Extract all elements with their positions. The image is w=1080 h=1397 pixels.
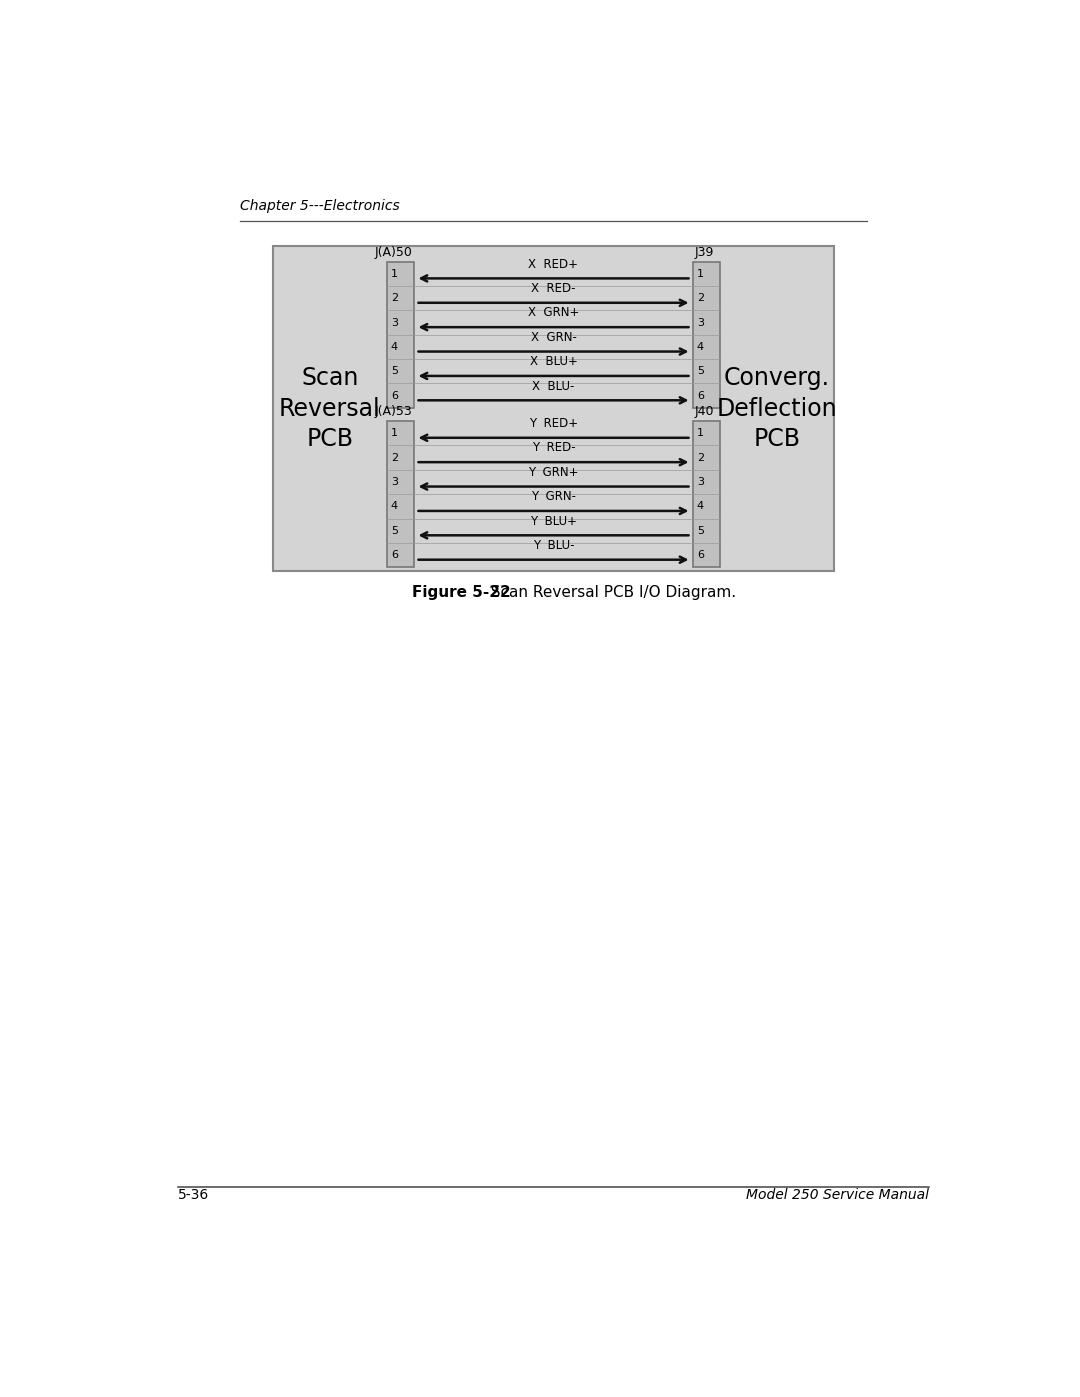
Text: 3: 3	[391, 317, 397, 327]
Text: 5: 5	[697, 525, 704, 535]
Text: 5: 5	[391, 525, 397, 535]
Text: 5-36: 5-36	[177, 1187, 208, 1201]
Text: 1: 1	[391, 427, 397, 439]
Text: PCB: PCB	[307, 427, 353, 451]
Text: X  GRN+: X GRN+	[528, 306, 579, 320]
Text: Y  GRN+: Y GRN+	[528, 465, 579, 479]
Text: X  RED-: X RED-	[531, 282, 576, 295]
Bar	[693, 420, 720, 567]
Text: Reversal: Reversal	[279, 397, 381, 420]
Text: 4: 4	[697, 342, 704, 352]
Text: X  RED+: X RED+	[528, 257, 579, 271]
Text: Deflection: Deflection	[717, 397, 837, 420]
Bar	[387, 261, 414, 408]
Text: 1: 1	[697, 268, 704, 279]
Text: 2: 2	[697, 293, 704, 303]
Text: J39: J39	[694, 246, 714, 258]
Text: Y  BLU+: Y BLU+	[530, 514, 577, 528]
Text: X  BLU+: X BLU+	[529, 355, 578, 369]
Text: X  BLU-: X BLU-	[532, 380, 575, 393]
Text: Chapter 5---Electronics: Chapter 5---Electronics	[240, 198, 400, 212]
Text: Scan: Scan	[301, 366, 359, 390]
Text: J(A)50: J(A)50	[375, 246, 413, 258]
Text: 5: 5	[391, 366, 397, 376]
Text: 4: 4	[697, 502, 704, 511]
Text: Converg.: Converg.	[724, 366, 831, 390]
Text: 3: 3	[697, 476, 704, 488]
Text: Figure 5-22: Figure 5-22	[413, 585, 511, 599]
Bar	[693, 261, 720, 408]
Text: 6: 6	[391, 550, 397, 560]
Text: Y  GRN-: Y GRN-	[531, 490, 576, 503]
Text: 2: 2	[391, 453, 397, 462]
Text: 6: 6	[697, 550, 704, 560]
Bar	[387, 420, 414, 567]
Text: Y  RED+: Y RED+	[529, 418, 578, 430]
Text: 4: 4	[391, 502, 397, 511]
Bar	[273, 246, 834, 571]
Text: Y  RED-: Y RED-	[531, 441, 576, 454]
Text: J40: J40	[694, 405, 714, 418]
Text: Scan Reversal PCB I/O Diagram.: Scan Reversal PCB I/O Diagram.	[482, 585, 737, 599]
Text: 2: 2	[697, 453, 704, 462]
Text: 2: 2	[391, 293, 397, 303]
Text: X  GRN-: X GRN-	[530, 331, 577, 344]
Text: PCB: PCB	[754, 427, 800, 451]
Text: J(A)53: J(A)53	[375, 405, 413, 418]
Text: 6: 6	[391, 391, 397, 401]
Text: 1: 1	[697, 427, 704, 439]
Text: 1: 1	[391, 268, 397, 279]
Text: Y  BLU-: Y BLU-	[532, 539, 575, 552]
Text: Model 250 Service Manual: Model 250 Service Manual	[746, 1187, 930, 1201]
Text: 4: 4	[391, 342, 397, 352]
Text: 3: 3	[697, 317, 704, 327]
Text: 6: 6	[697, 391, 704, 401]
Text: 3: 3	[391, 476, 397, 488]
Text: 5: 5	[697, 366, 704, 376]
